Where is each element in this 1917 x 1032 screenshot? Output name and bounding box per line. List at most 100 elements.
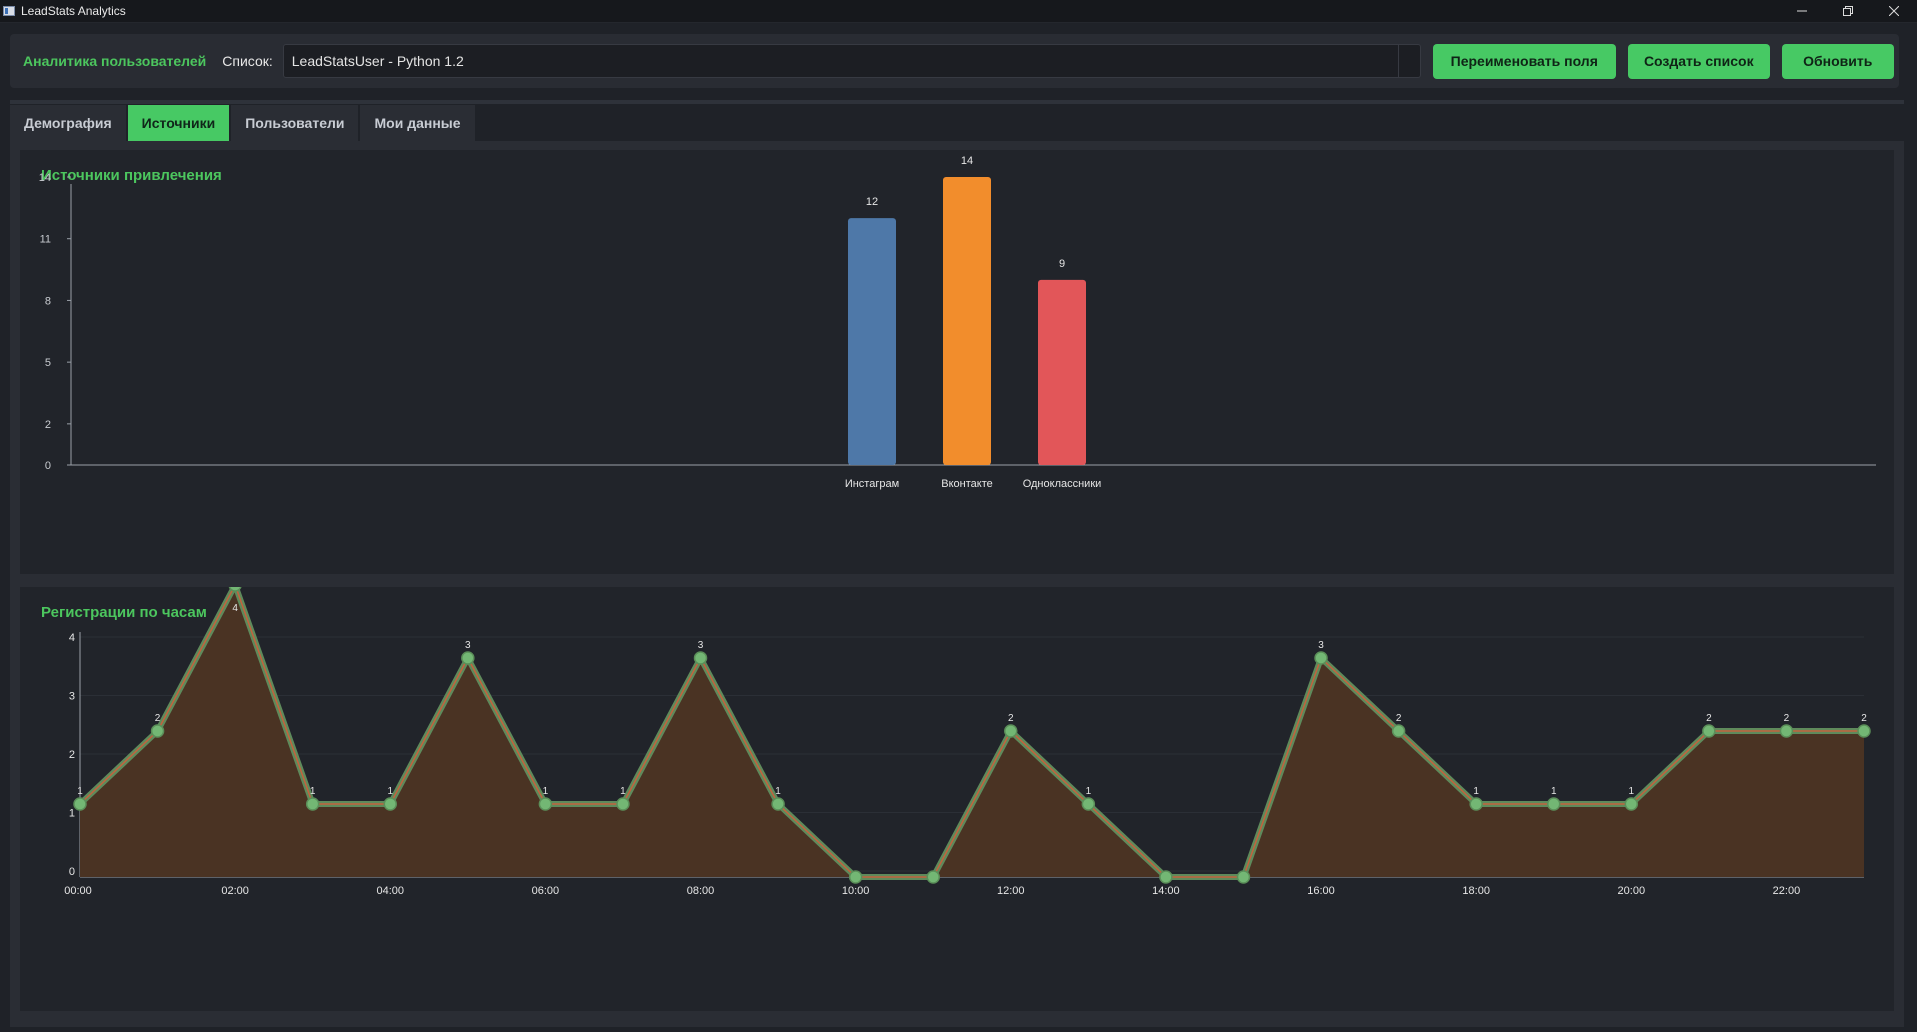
restore-icon[interactable] — [1825, 0, 1871, 22]
window-controls — [1779, 0, 1917, 22]
data-point — [1081, 797, 1096, 811]
point-label: 1 — [775, 786, 781, 797]
tab-content: Источники привлечения 0 2 5 8 11 14 12 Инстагра… — [10, 141, 1904, 1027]
y-tick-label: 4 — [69, 632, 75, 644]
tab-users[interactable]: Пользователи — [231, 105, 359, 141]
point-label: 1 — [1629, 786, 1635, 797]
data-point — [1236, 870, 1251, 884]
point-label: 2 — [1008, 713, 1014, 724]
x-tick-label: 06:00 — [532, 885, 560, 897]
point-label: 3 — [698, 640, 704, 651]
bar-3 — [1038, 279, 1086, 465]
close-icon[interactable] — [1871, 0, 1917, 22]
x-tick-label: 02:00 — [221, 885, 249, 897]
point-label: 1 — [543, 786, 549, 797]
data-point — [150, 724, 165, 738]
window-title: LeadStats Analytics — [21, 4, 126, 18]
point-label: 1 — [620, 786, 626, 797]
dropdown-arrow-icon[interactable] — [1397, 45, 1420, 77]
data-point — [616, 797, 630, 811]
point-label: 2 — [1706, 713, 1712, 724]
x-tick-label: 08:00 — [687, 885, 715, 897]
x-tick-label: 12:00 — [997, 885, 1025, 897]
point-label: 1 — [387, 786, 393, 797]
refresh-button[interactable]: Обновить — [1781, 43, 1894, 79]
app-title: Аналитика пользователей — [23, 53, 207, 69]
point-label: 1 — [1473, 786, 1479, 797]
data-point — [461, 651, 475, 665]
point-label: 1 — [1086, 786, 1092, 797]
data-point — [926, 870, 940, 884]
y-tick-label: 1 — [69, 808, 75, 820]
data-point — [1624, 797, 1639, 811]
x-tick-label: 10:00 — [842, 885, 870, 897]
data-point — [1314, 651, 1328, 665]
x-tick-label: 00:00 — [64, 885, 92, 897]
data-point — [1469, 797, 1483, 811]
bar-value-label: 12 — [866, 196, 878, 208]
data-point — [1004, 724, 1018, 738]
point-label: 4 — [232, 603, 238, 614]
bar-2 — [943, 177, 991, 465]
data-point — [693, 651, 708, 665]
tab-bar: Демография Источники Пользователи Мои да… — [10, 105, 477, 141]
list-select[interactable]: LeadStatsUser - Python 1.2 — [282, 44, 1421, 78]
y-tick-label: 8 — [45, 295, 51, 307]
bar-value-label: 9 — [1059, 258, 1065, 270]
y-tick-label: 0 — [45, 460, 51, 472]
create-list-button[interactable]: Создать список — [1627, 43, 1770, 79]
data-point — [1702, 724, 1716, 738]
x-tick-label: 20:00 — [1618, 885, 1646, 897]
data-point — [383, 797, 398, 811]
y-tick-label: 2 — [69, 749, 75, 761]
tab-sources[interactable]: Источники — [127, 105, 230, 141]
data-point — [538, 797, 553, 811]
category-label: Инстаграм — [845, 478, 899, 490]
divider — [10, 100, 1904, 104]
point-label: 3 — [1318, 640, 1324, 651]
category-label: Вконтакте — [941, 478, 992, 490]
x-tick-label: 16:00 — [1307, 885, 1335, 897]
y-tick-label: 14 — [39, 172, 51, 184]
data-point — [1159, 870, 1173, 884]
x-tick-label: 22:00 — [1773, 885, 1801, 897]
bar-1 — [848, 218, 896, 465]
point-label: 1 — [310, 786, 316, 797]
y-tick-label: 11 — [40, 234, 51, 246]
series-line — [79, 587, 1864, 878]
point-label: 2 — [155, 713, 161, 724]
y-tick-label: 5 — [45, 357, 51, 369]
toolbar: Аналитика пользователей Список: LeadStat… — [10, 34, 1899, 88]
bar-value-label: 14 — [961, 155, 973, 167]
sources-bar-chart: 0 2 5 8 11 14 12 Инстаграм 14 Вконтакте 9 Однокласс… — [39, 155, 1876, 490]
list-select-value: LeadStatsUser - Python 1.2 — [291, 53, 464, 69]
data-point — [73, 797, 87, 811]
title-bar: LeadStats Analytics — [0, 0, 1917, 23]
x-tick-label: 04:00 — [376, 885, 404, 897]
data-point — [1391, 724, 1406, 738]
area-fill — [80, 587, 1864, 877]
data-point — [1546, 797, 1561, 811]
x-tick-label: 18:00 — [1462, 885, 1490, 897]
data-point — [1779, 724, 1794, 738]
x-tick-label: 14:00 — [1152, 885, 1180, 897]
minimize-icon[interactable] — [1779, 0, 1825, 22]
data-point — [771, 797, 785, 811]
y-tick-label: 0 — [69, 866, 75, 878]
tab-my-data[interactable]: Мои данные — [360, 105, 475, 141]
data-point — [1857, 724, 1871, 738]
point-label: 2 — [1396, 713, 1402, 724]
data-point — [848, 870, 863, 884]
category-label: Одноклассники — [1023, 478, 1102, 490]
app-icon — [3, 6, 15, 16]
tab-demography[interactable]: Демография — [10, 105, 126, 141]
hours-chart-title: Регистрации по часам — [41, 604, 207, 621]
rename-fields-button[interactable]: Переименовать поля — [1432, 43, 1616, 79]
list-label: Список: — [222, 53, 273, 69]
point-label: 1 — [1551, 786, 1557, 797]
y-tick-label: 2 — [45, 419, 51, 431]
data-point — [305, 797, 320, 811]
point-label: 2 — [1784, 713, 1790, 724]
